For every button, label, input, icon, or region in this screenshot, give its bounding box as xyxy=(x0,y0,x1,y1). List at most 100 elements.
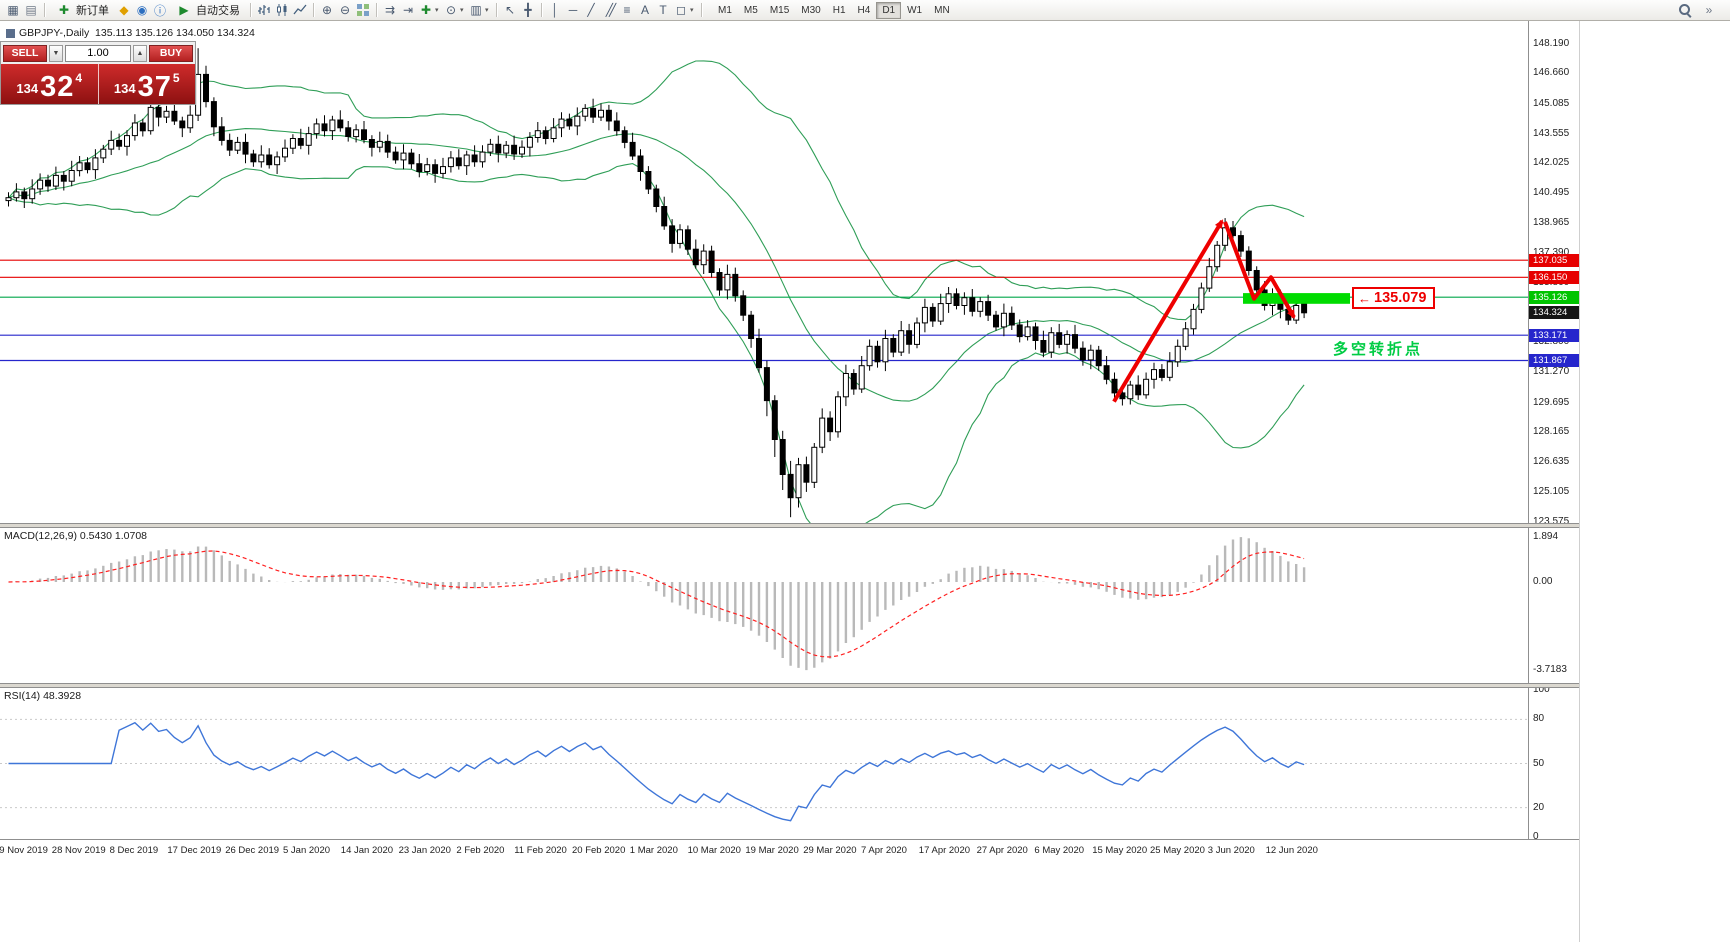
date-axis-label: 25 May 2020 xyxy=(1150,845,1205,856)
toolbar-separator xyxy=(250,3,251,17)
date-axis-label: 17 Apr 2020 xyxy=(918,845,971,856)
price-axis[interactable]: 148.190 146.660 145.085 143.555 142.025 140.4… xyxy=(1528,21,1579,842)
timeframe-button-d1[interactable]: D1 xyxy=(876,1,902,19)
price-callout-box[interactable]: ← 135.079 xyxy=(1352,287,1436,309)
zoom-out-icon[interactable]: ⊖ xyxy=(339,3,351,17)
timeframe-button-m30[interactable]: M30 xyxy=(801,4,821,16)
symbol-ohlc-line: GBPJPY-,Daily 135.113 135.126 134.050 13… xyxy=(6,27,255,39)
sell-options-dropdown[interactable]: ▼ xyxy=(49,44,63,62)
shapes-dropdown-caret[interactable]: ▾ xyxy=(690,7,694,14)
search-icon[interactable] xyxy=(1678,3,1692,17)
price-axis-label: 138.965 xyxy=(1533,217,1570,228)
toolbar-separator xyxy=(496,3,497,17)
indicators-icon[interactable]: ✚ xyxy=(420,3,432,17)
vertical-line-tool-icon[interactable]: │ xyxy=(551,3,559,17)
timeframe-button-w1[interactable]: W1 xyxy=(907,4,923,16)
new-order-button[interactable]: ✚ 新订单 xyxy=(49,1,115,19)
timeframe-button-m1[interactable]: M1 xyxy=(718,4,732,16)
timeframe-button-m5[interactable]: M5 xyxy=(743,4,758,16)
buy-button[interactable]: BUY xyxy=(149,44,193,62)
rsi-axis-label: 50 xyxy=(1533,758,1545,769)
horizontal-line-tool-icon[interactable]: ─ xyxy=(568,3,578,17)
price-axis-label: 126.635 xyxy=(1533,456,1570,467)
shapes-tool-icon[interactable]: ◻ xyxy=(676,3,686,17)
rsi-indicator-panel[interactable] xyxy=(0,688,1528,839)
date-axis-label: 26 Dec 2019 xyxy=(225,845,280,856)
main-price-chart[interactable] xyxy=(0,21,1528,523)
trendline-tool-icon[interactable]: ╱ xyxy=(587,3,595,17)
price-axis-label: 143.555 xyxy=(1533,128,1570,139)
one-click-trading-controls: SELL ▼ ▲ BUY xyxy=(1,42,195,64)
auto-trading-label: 自动交易 xyxy=(196,5,240,17)
label-tool-icon[interactable]: T xyxy=(659,3,667,17)
panel-divider[interactable] xyxy=(0,523,1579,528)
toolbar-separator xyxy=(313,3,314,17)
date-axis-label: 2 Feb 2020 xyxy=(456,845,505,856)
auto-trading-button[interactable]: ▶ 自动交易 xyxy=(169,1,246,19)
timeframe-button-h4[interactable]: H4 xyxy=(857,4,871,16)
date-axis-label: 20 Feb 2020 xyxy=(572,845,626,856)
panel-divider[interactable] xyxy=(0,683,1579,688)
new-chart-icon[interactable]: ▤ xyxy=(25,3,37,17)
timeframe-button-m15[interactable]: M15 xyxy=(769,4,790,16)
date-axis-label: 14 Jan 2020 xyxy=(340,845,394,856)
mql5-icon[interactable]: ◆ xyxy=(119,3,129,17)
cursor-icon[interactable]: ↖ xyxy=(504,3,516,17)
chart-shift-icon[interactable]: ⇥ xyxy=(402,3,414,17)
macd-axis-label: 0.00 xyxy=(1533,576,1553,587)
price-axis-label: 125.105 xyxy=(1533,486,1570,497)
left-arrow-icon: ← xyxy=(1358,290,1371,306)
date-axis-label: 11 Feb 2020 xyxy=(514,845,567,856)
macd-label: MACD(12,26,9) 0.5430 1.0708 xyxy=(4,530,148,542)
toolbar-overflow-icon[interactable]: » xyxy=(1705,3,1713,17)
price-axis-label: 131.270 xyxy=(1533,366,1570,377)
one-click-trading-panel: SELL ▼ ▲ BUY 134 32 4 134 37 5 xyxy=(0,41,196,105)
volume-increase-button[interactable]: ▲ xyxy=(133,44,147,62)
timeframe-button-h1[interactable]: H1 xyxy=(832,4,846,16)
fibonacci-tool-icon[interactable]: ≡ xyxy=(623,3,631,17)
bar-chart-icon[interactable] xyxy=(255,2,273,19)
chart-window: GBPJPY-,Daily 135.113 135.126 134.050 13… xyxy=(0,21,1580,942)
periods-icon[interactable]: ⊙ xyxy=(445,3,457,17)
price-level-tag: 135.126 xyxy=(1529,291,1579,304)
sell-button[interactable]: SELL xyxy=(3,44,47,62)
price-axis-label: 140.495 xyxy=(1533,187,1570,198)
rsi-axis-label: 100 xyxy=(1533,684,1550,695)
toolbar-separator xyxy=(541,3,542,17)
community-icon[interactable]: ◉ xyxy=(136,3,148,17)
templates-icon[interactable]: ▥ xyxy=(470,3,482,17)
candlestick-chart-icon[interactable] xyxy=(273,2,291,19)
price-level-tag: 134.324 xyxy=(1529,306,1579,319)
crosshair-icon[interactable]: ╋ xyxy=(524,3,532,17)
date-axis-label: 1 Mar 2020 xyxy=(629,845,678,856)
zoom-in-icon[interactable]: ⊕ xyxy=(321,3,333,17)
channel-tool-icon[interactable]: ╱╱ xyxy=(605,3,616,17)
date-axis-label: 23 Jan 2020 xyxy=(398,845,451,856)
auto-scroll-icon[interactable]: ⇉ xyxy=(384,3,396,17)
toolbar: ▦ ▤ ✚ 新订单 ◆ ◉ ⓘ ▶ 自动交易 ⊕ ⊖ ⇉ ⇥ ✚ xyxy=(0,0,1730,21)
chart-window-icon[interactable]: ▦ xyxy=(7,3,19,17)
periods-dropdown-caret[interactable]: ▾ xyxy=(460,7,464,14)
symbol-ohlc-text: GBPJPY-,Daily 135.113 135.126 134.050 13… xyxy=(19,27,255,39)
price-axis-label: 148.190 xyxy=(1533,38,1570,49)
sell-price-display[interactable]: 134 32 4 xyxy=(1,64,99,104)
help-icon[interactable]: ⓘ xyxy=(153,3,166,18)
date-axis-label: 19 Mar 2020 xyxy=(745,845,799,856)
turning-point-label[interactable]: 多空转折点 xyxy=(1333,341,1424,358)
price-axis-label: 128.165 xyxy=(1533,426,1570,437)
timeframe-button-mn[interactable]: MN xyxy=(934,4,950,16)
indicators-dropdown-caret[interactable]: ▾ xyxy=(435,7,439,14)
price-axis-label: 146.660 xyxy=(1533,67,1570,78)
macd-axis-label: 1.894 xyxy=(1533,531,1559,542)
macd-indicator-panel[interactable] xyxy=(0,528,1528,683)
buy-price-display[interactable]: 134 37 5 xyxy=(99,64,196,104)
date-axis-label: 10 Mar 2020 xyxy=(687,845,741,856)
volume-input[interactable] xyxy=(65,44,131,62)
tile-windows-icon[interactable] xyxy=(354,2,372,19)
date-axis-label: 12 Jun 2020 xyxy=(1265,845,1318,856)
templates-dropdown-caret[interactable]: ▾ xyxy=(485,7,489,14)
text-tool-icon[interactable]: A xyxy=(640,3,649,17)
rsi-axis-label: 80 xyxy=(1533,713,1545,724)
line-chart-icon[interactable] xyxy=(291,2,309,19)
